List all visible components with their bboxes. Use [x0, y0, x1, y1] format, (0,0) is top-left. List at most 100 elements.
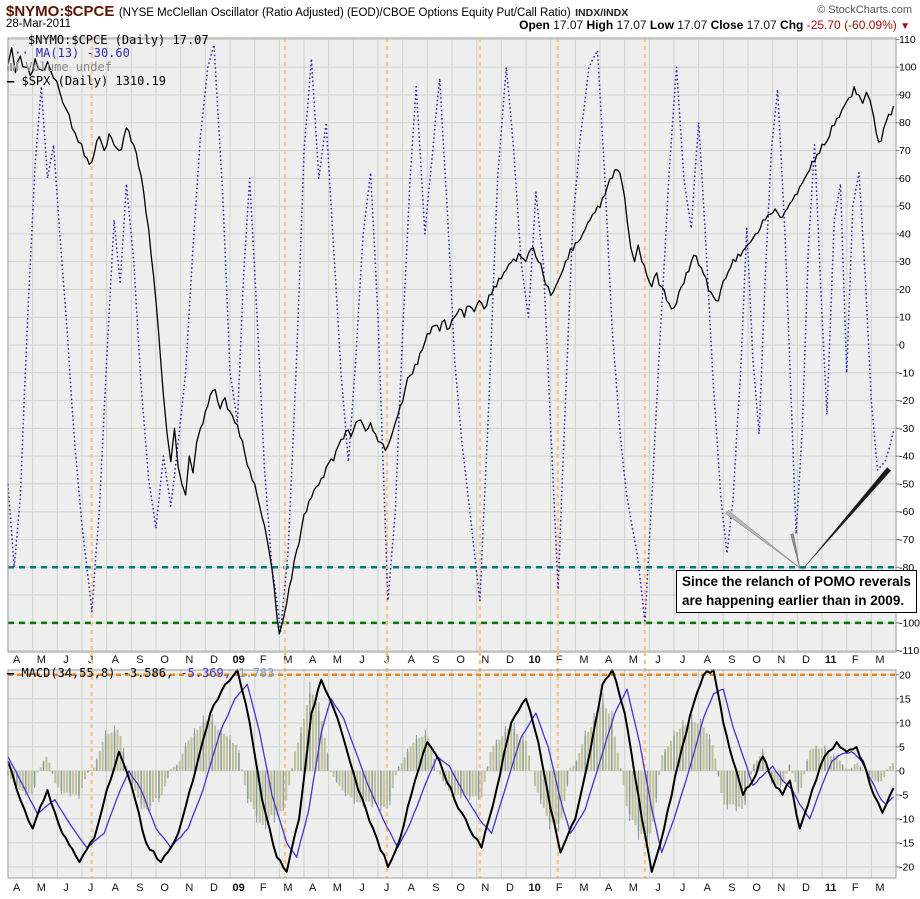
macd-histogram-bar: [776, 770, 779, 786]
macd-histogram-bar: [498, 739, 501, 771]
ohlc-quote: Open 17.07 High 17.07 Low 17.07 Close 17…: [519, 18, 910, 32]
macd-histogram-bar: [36, 770, 39, 773]
x-axis-label: F: [556, 654, 563, 666]
macd-histogram-bar: [687, 722, 690, 771]
x-axis-label: A: [605, 882, 613, 894]
x-axis-label: M: [283, 882, 292, 894]
macd-histogram-bar: [81, 770, 83, 789]
macd-histogram-bar: [862, 769, 865, 771]
macd-histogram-bar: [63, 770, 66, 793]
macd-histogram-bar: [696, 723, 699, 771]
macd-histogram-bar: [365, 770, 368, 802]
macd-histogram-bar: [616, 752, 619, 771]
macd-histogram-bar: [607, 713, 610, 771]
x-axis-label: O: [456, 882, 465, 894]
x-axis-label: D: [210, 882, 218, 894]
macd-histogram-bar: [314, 702, 317, 771]
y-axis-label: 50: [899, 201, 911, 213]
x-axis-label: J: [88, 882, 94, 894]
x-axis-label: A: [605, 654, 613, 666]
y-axis-label: 70: [899, 145, 911, 157]
macd-histogram-bar: [581, 744, 584, 771]
x-axis-label: D: [506, 882, 514, 894]
y-axis-label: -5: [899, 789, 908, 801]
open-label: Open: [519, 18, 550, 32]
y-axis-label: -10: [899, 367, 914, 379]
macd-histogram-bar: [652, 770, 655, 822]
macd-histogram-bar: [844, 768, 847, 771]
y-axis-label: 20: [899, 669, 911, 681]
macd-histogram-bar: [439, 770, 442, 775]
macd-histogram-bar: [152, 770, 154, 802]
close-label: Close: [710, 18, 744, 32]
macd-histogram-bar: [889, 766, 892, 771]
macd-histogram-bar: [172, 767, 175, 771]
macd-histogram-bar: [528, 755, 530, 771]
macd-histogram-bar: [412, 742, 415, 771]
macd-histogram-bar: [72, 770, 75, 794]
y-axis-label: 60: [899, 173, 911, 185]
x-axis-label: M: [875, 654, 884, 666]
macd-histogram-bar: [510, 724, 513, 771]
macd-histogram-bar: [794, 770, 797, 782]
y-axis-label: 40: [899, 228, 911, 240]
macd-histogram-bar: [720, 770, 723, 793]
signal-value: -5.369,: [180, 666, 232, 680]
x-axis-label: S: [432, 654, 439, 666]
chart-date: 28-Mar-2011: [6, 18, 71, 30]
macd-histogram-bar: [519, 738, 522, 771]
x-axis-label: D: [802, 654, 810, 666]
macd-histogram-bar: [160, 770, 163, 796]
macd-histogram-bar: [128, 770, 131, 780]
macd-histogram-bar: [155, 770, 157, 799]
x-axis-label: O: [160, 882, 169, 894]
macd-histogram-bar: [764, 761, 767, 771]
macd-histogram-bar: [276, 770, 279, 817]
macd-histogram-bar: [812, 748, 815, 771]
macd-histogram-bar: [572, 765, 575, 771]
y-axis-label: -100: [899, 617, 920, 629]
y-axis-label: 20: [899, 284, 911, 296]
volume-legend: Volume undef: [7, 60, 112, 75]
macd-histogram-bar: [217, 729, 220, 771]
exchange-label: INDX/INDX: [575, 7, 629, 19]
macd-histogram-bar: [294, 751, 297, 771]
macd-histogram-bar: [684, 724, 687, 771]
x-axis-label: A: [408, 654, 416, 666]
macd-histogram-bar: [84, 770, 86, 780]
macd-histogram-bar: [89, 770, 92, 771]
y-axis-label: -15: [899, 837, 914, 849]
macd-histogram-bar: [385, 770, 388, 809]
y-axis-label: 100: [899, 62, 917, 74]
macd-histogram-bar: [107, 733, 110, 771]
macd-histogram-bar: [223, 733, 226, 771]
macd-histogram-bar: [320, 720, 323, 771]
x-axis-label: S: [432, 882, 439, 894]
macd-histogram-bar: [676, 731, 678, 771]
macd-histogram-bar: [146, 770, 149, 810]
macd-histogram-bar: [525, 740, 527, 771]
macd-histogram-bar: [483, 770, 486, 782]
x-axis-label: N: [185, 654, 193, 666]
macd-histogram-bar: [560, 770, 563, 819]
macd-histogram-bar: [826, 752, 829, 771]
macd-histogram-bar: [702, 727, 705, 771]
macd-histogram-bar: [66, 770, 69, 793]
x-axis-label: F: [556, 882, 563, 894]
chg-value: -25.70 (-60.09%): [806, 18, 897, 32]
macd-histogram-bar: [48, 762, 51, 771]
hist-value: 1.783: [238, 666, 275, 680]
x-axis-label: J: [63, 882, 69, 894]
macd-histogram-bar: [285, 770, 288, 801]
macd-histogram-bar: [856, 762, 859, 771]
macd-histogram-bar: [101, 741, 104, 771]
x-axis-label: J: [655, 882, 661, 894]
macd-histogram-bar: [92, 767, 95, 771]
x-axis-label: J: [88, 654, 94, 666]
x-axis-label: M: [629, 882, 638, 894]
macd-histogram-bar: [403, 757, 406, 771]
spx-legend: — $SPX (Daily) 1310.19: [7, 74, 166, 88]
x-axis-label: O: [160, 654, 169, 666]
x-axis-label: O: [456, 654, 465, 666]
